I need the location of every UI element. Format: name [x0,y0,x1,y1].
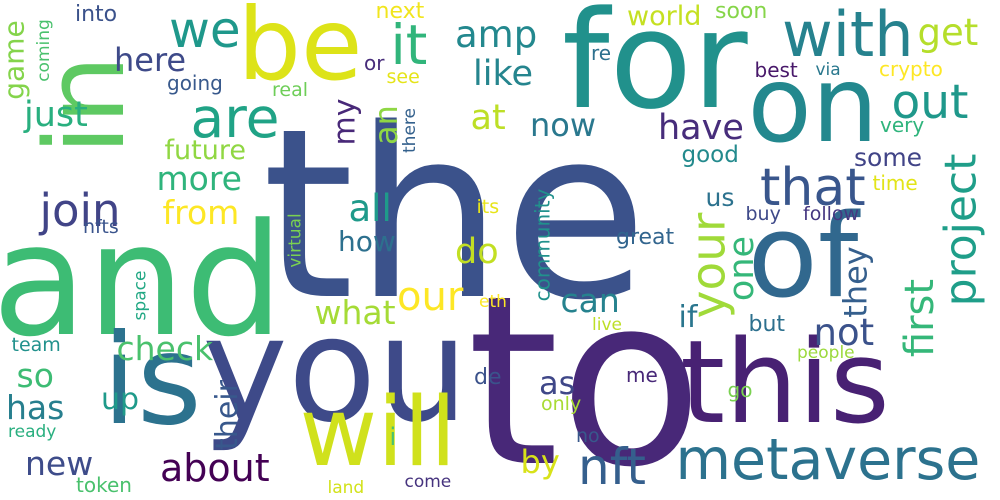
word-my: my [326,98,362,146]
word-their: their [209,380,245,450]
word-follow: follow [803,202,860,225]
word-as: as [539,364,576,402]
word-de: de [474,365,502,390]
word-just: just [24,94,88,135]
word-there: there [399,107,420,153]
word-going: going [167,71,223,95]
word-space: space [130,270,151,320]
word-its: its [476,195,500,218]
word-metaverse: metaverse [675,426,981,493]
word-to: to [467,245,703,500]
word-we: we [169,1,241,59]
word-how: how [338,225,396,258]
word-do: do [455,231,499,272]
word-only: only [541,392,582,415]
word-next: next [375,0,425,24]
word-can: can [560,280,620,320]
word-out: out [891,74,969,130]
word-buy: buy [745,202,781,225]
word-real: real [272,78,309,101]
word-eth: eth [479,291,507,312]
word-are: are [190,85,280,150]
word-have: have [658,107,744,148]
word-time: time [872,171,918,195]
word-community: community [529,188,554,302]
word-if: if [678,300,698,335]
word-go: go [727,378,753,402]
word-up: up [101,382,140,417]
word-will: will [299,377,457,488]
word-first: first [897,278,944,358]
word-people: people [797,342,855,363]
word-be: be [237,0,363,103]
word-has: has [6,387,65,427]
word-re: re [591,41,612,65]
word-at: at [470,97,506,138]
word-i: i [389,423,397,451]
word-team: team [11,333,61,356]
word-this: this [680,315,890,450]
word-see: see [386,65,420,88]
word-all: all [348,186,392,230]
word-live: live [592,314,622,335]
word-us: us [705,182,735,212]
word-here: here [114,41,187,79]
word-ready: ready [8,421,57,442]
word-so: so [16,355,54,395]
word-future: future [164,134,246,166]
word-soon: soon [715,0,768,24]
word-great: great [616,225,675,250]
word-more: more [156,158,242,198]
word-on: on [747,43,879,166]
word-what: what [314,292,396,332]
word-an: an [366,105,405,145]
word-or: or [364,51,385,75]
word-project: project [934,153,986,307]
word-some: some [854,142,923,172]
word-into: into [75,2,118,27]
word-you: you [202,285,469,455]
word-that: that [760,158,866,218]
word-now: now [530,106,597,144]
word-from: from [162,192,240,232]
word-world: world [627,0,702,32]
word-game: game [0,20,31,100]
word-come: come [404,471,452,492]
word-good: good [681,141,739,168]
word-nfts: nfts [83,215,119,238]
word-by: by [520,443,560,481]
word-join: join [39,183,121,237]
word-one: one [721,235,762,301]
word-the: the [262,78,648,352]
word-like: like [473,53,534,94]
word-it: it [390,12,428,77]
word-land: land [327,477,365,498]
word-new: new [25,443,94,483]
word-with: with [782,0,914,71]
word-of: of [747,189,859,324]
word-not: not [813,310,875,354]
word-coming: coming [33,18,54,82]
word-no: no [576,424,600,447]
word-crypto: crypto [879,57,943,81]
word-amp: amp [455,12,538,56]
word-and: and [0,189,284,371]
word-virtual: virtual [285,212,306,268]
word-nft: nft [578,438,647,496]
word-me: me [626,363,658,387]
word-via: via [815,59,841,80]
word-our: our [397,274,464,320]
word-very: very [880,113,925,137]
word-about: about [160,446,270,490]
word-for: for [562,0,748,139]
word-get: get [917,10,979,54]
word-token: token [76,473,132,497]
word-check: check [116,328,214,368]
word-is: is [102,307,202,453]
word-best: best [754,58,798,82]
word-but: but [748,312,786,337]
word-they: they [836,246,875,318]
